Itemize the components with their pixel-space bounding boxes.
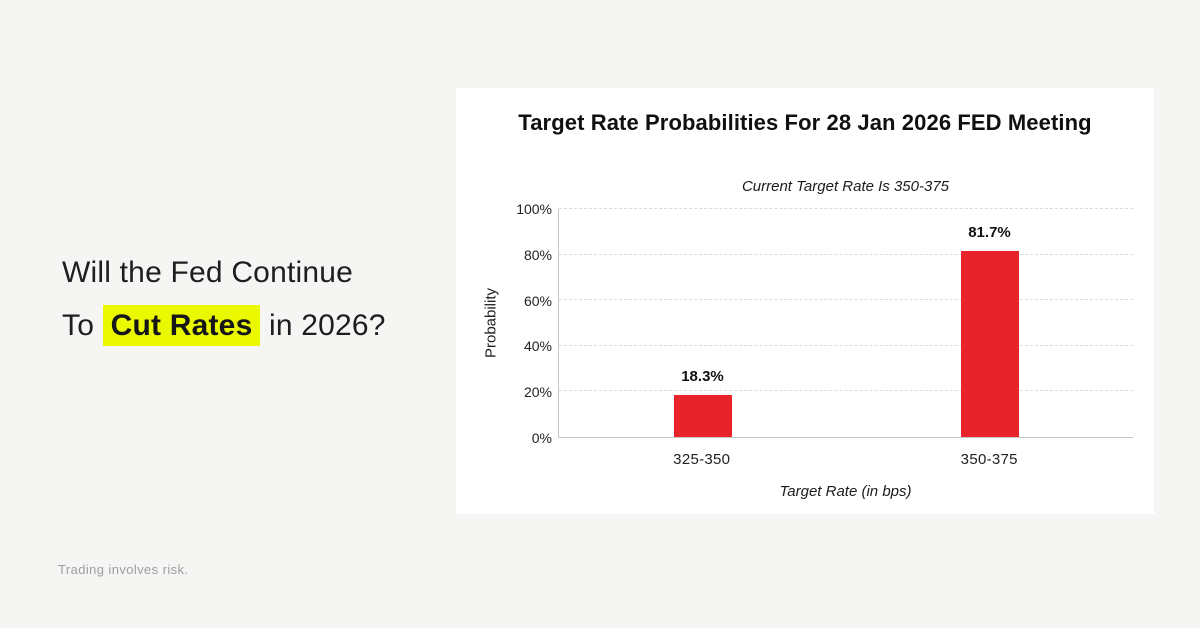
headline-line2-prefix: To (62, 309, 103, 342)
x-axis-ticks: 325-350 350-375 (558, 451, 1133, 469)
bar-325-350 (673, 395, 732, 437)
headline-line2-suffix: in 2026? (260, 309, 386, 342)
gridline (559, 390, 1133, 392)
chart-subtitle: Current Target Rate Is 350-375 (741, 178, 950, 195)
plot-area: 18.3% 81.7% (558, 208, 1133, 438)
y-tick-label: 20% (523, 384, 552, 401)
gridline (559, 344, 1133, 346)
gridline (559, 299, 1133, 301)
headline: Will the Fed Continue To Cut Rates in 20… (62, 246, 386, 352)
y-tick-label: 100% (516, 201, 552, 217)
chart-card: Target Rate Probabilities For 28 Jan 202… (456, 88, 1154, 514)
bar-value-label: 18.3% (681, 368, 724, 386)
headline-line1-text: Will the Fed Continue (62, 256, 354, 289)
x-tick-label: 325-350 (673, 451, 731, 468)
bar-value-label: 81.7% (968, 223, 1011, 241)
bar-350-375 (960, 250, 1019, 437)
x-tick-label: 350-375 (960, 451, 1018, 468)
headline-line2: To Cut Rates in 2026? (62, 299, 386, 352)
y-tick-label: 80% (523, 246, 552, 263)
gridline (559, 253, 1133, 255)
x-axis-title: Target Rate (in bps) (779, 483, 912, 500)
chart-title: Target Rate Probabilities For 28 Jan 202… (518, 110, 1092, 135)
y-axis-ticks: 0% 20% 40% 60% 80% 100% (456, 201, 552, 446)
y-tick-label: 60% (523, 292, 552, 309)
y-tick-label: 40% (523, 338, 552, 355)
gridline (559, 208, 1133, 209)
headline-highlight: Cut Rates (102, 305, 261, 346)
y-tick-label: 0% (531, 430, 552, 446)
headline-line1: Will the Fed Continue (62, 246, 386, 299)
disclaimer-text: Trading involves risk. (58, 562, 189, 577)
